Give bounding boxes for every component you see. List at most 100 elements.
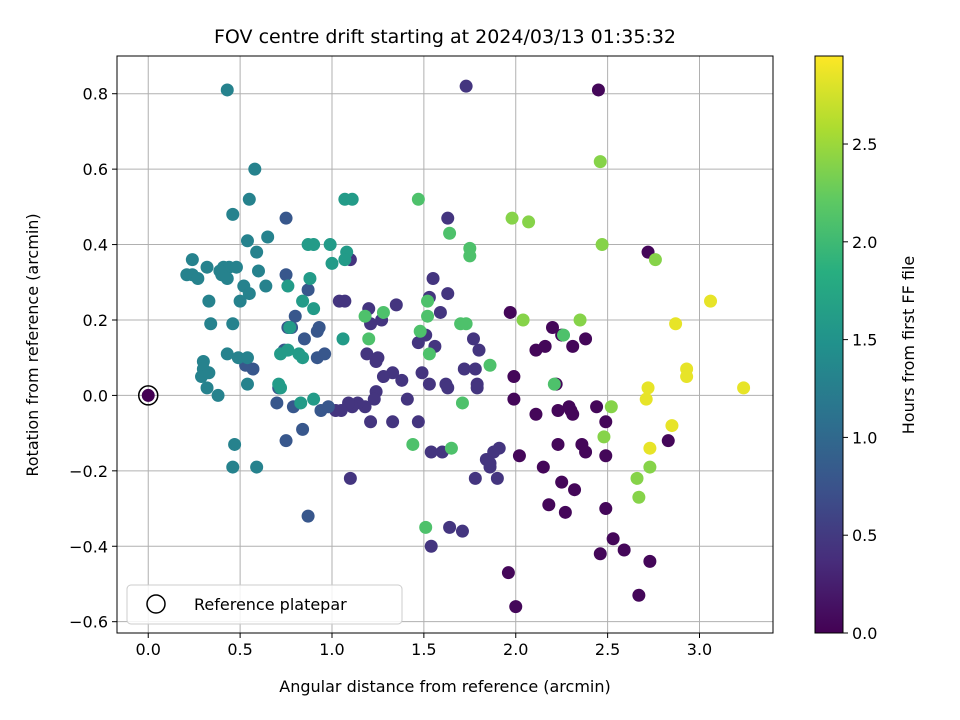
data-point	[661, 434, 675, 448]
data-point	[555, 475, 569, 489]
data-point	[240, 351, 254, 365]
data-point	[321, 400, 335, 414]
data-point	[704, 294, 718, 308]
x-tick-label: 1.5	[411, 640, 436, 659]
data-point	[411, 192, 425, 206]
x-tick-label: 2.5	[595, 640, 620, 659]
data-point	[538, 339, 552, 353]
data-point	[593, 155, 607, 169]
x-axis-ticks: 0.0 0.5 1.0 1.5 2.0 2.5 3.0	[136, 633, 712, 659]
data-point	[424, 445, 438, 459]
data-point	[648, 253, 662, 267]
data-point	[296, 351, 310, 365]
data-point	[441, 211, 455, 225]
y-axis-ticks: −0.6 −0.4 −0.2 0.0 0.2 0.4 0.6 0.8	[69, 85, 117, 632]
data-point	[336, 332, 350, 346]
data-point	[279, 434, 293, 448]
data-point	[250, 245, 264, 259]
data-point	[400, 392, 414, 406]
data-point	[597, 430, 611, 444]
colorbar-gradient	[814, 55, 844, 634]
colorbar-tick-label: 2.5	[852, 135, 877, 154]
data-point	[483, 358, 497, 372]
data-point	[261, 230, 275, 244]
data-point	[568, 483, 582, 497]
data-point	[483, 456, 497, 470]
data-point	[643, 460, 657, 474]
data-point	[545, 321, 559, 335]
data-point	[606, 532, 620, 546]
data-point	[371, 351, 385, 365]
data-point	[376, 305, 390, 319]
data-point	[296, 422, 310, 436]
data-point	[444, 441, 458, 455]
data-point	[283, 321, 297, 335]
data-point	[301, 283, 315, 297]
data-point	[211, 388, 225, 402]
grid-lines	[117, 56, 773, 633]
y-tick-label: 0.0	[83, 386, 108, 405]
colorbar-tick-label: 2.0	[852, 233, 877, 252]
reference-point-fill	[141, 388, 155, 402]
data-point	[468, 362, 482, 376]
data-point	[459, 79, 473, 93]
y-tick-label: −0.6	[69, 613, 108, 632]
data-point	[220, 347, 234, 361]
y-tick-label: 0.2	[83, 311, 108, 330]
data-point	[509, 600, 523, 614]
data-point	[376, 370, 390, 384]
data-point	[419, 520, 433, 534]
data-point	[229, 260, 243, 274]
data-point	[516, 313, 530, 327]
data-point	[386, 415, 400, 429]
data-point	[551, 437, 565, 451]
data-point	[274, 381, 288, 395]
y-tick-label: −0.2	[69, 462, 108, 481]
data-point	[630, 471, 644, 485]
data-point	[231, 351, 245, 365]
data-point	[307, 392, 321, 406]
data-point	[226, 317, 240, 331]
data-point	[566, 407, 580, 421]
colorbar: 0.0 0.5 1.0 1.5 2.0 2.5 Hours from first FF f…	[814, 55, 918, 643]
chart-title: FOV centre drift starting at 2024/03/13 …	[214, 26, 676, 48]
data-point	[421, 309, 435, 323]
data-point	[573, 313, 587, 327]
data-point	[202, 366, 216, 380]
data-point	[665, 419, 679, 433]
legend-box	[126, 584, 403, 625]
data-point	[296, 294, 310, 308]
data-point	[579, 332, 593, 346]
data-point	[459, 317, 473, 331]
data-point	[566, 339, 580, 353]
data-point	[281, 343, 295, 357]
data-point	[422, 377, 436, 391]
data-point	[301, 509, 315, 523]
colorbar-ticks: 0.0 0.5 1.0 1.5 2.0 2.5	[843, 135, 877, 643]
data-point	[240, 377, 254, 391]
y-tick-label: 0.4	[83, 236, 108, 255]
data-point	[426, 272, 440, 286]
data-point	[505, 211, 519, 225]
reference-point-marker	[137, 385, 159, 406]
data-point	[501, 566, 515, 580]
data-point	[395, 373, 409, 387]
x-tick-label: 2.0	[503, 640, 528, 659]
data-point	[590, 400, 604, 414]
data-point	[455, 524, 469, 538]
data-point	[303, 272, 317, 286]
data-point	[406, 437, 420, 451]
data-point	[632, 588, 646, 602]
data-point	[463, 249, 477, 263]
data-point	[297, 332, 311, 346]
data-point	[472, 343, 486, 357]
data-point	[220, 272, 234, 286]
data-point	[202, 294, 216, 308]
data-point	[441, 287, 455, 301]
data-point	[579, 445, 593, 459]
data-point	[470, 381, 484, 395]
data-point	[251, 264, 265, 278]
data-point	[413, 324, 427, 338]
data-point	[343, 471, 357, 485]
data-point	[411, 415, 425, 429]
